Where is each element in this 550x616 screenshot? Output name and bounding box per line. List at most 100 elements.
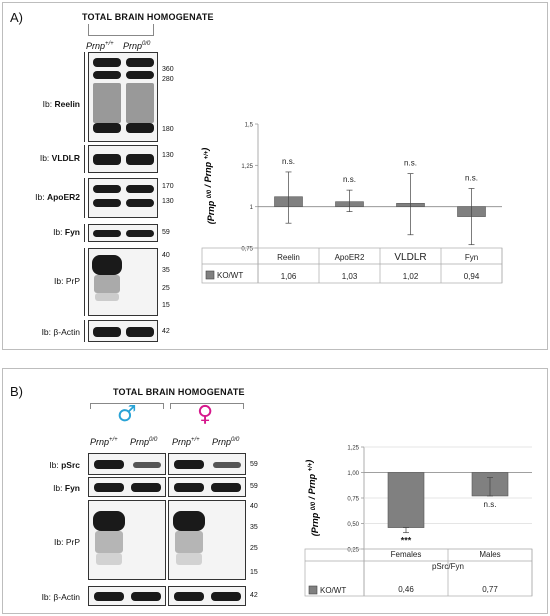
band xyxy=(131,592,161,601)
band xyxy=(95,293,119,301)
panel-a-genotype-ko: Prnp0/0 xyxy=(123,41,150,51)
mw-label: 15 xyxy=(162,302,170,309)
blot-label-fyn-b: Ib: Fyn xyxy=(53,483,80,493)
band xyxy=(211,592,241,601)
band xyxy=(93,199,121,207)
genotype-base: Prnp xyxy=(130,437,150,447)
blot-vldlr xyxy=(88,145,158,173)
blot-psrc-female xyxy=(168,453,246,475)
blot-divider xyxy=(84,320,85,342)
band xyxy=(126,58,154,67)
band xyxy=(126,71,154,79)
male-symbol-icon: ♂ xyxy=(117,402,137,427)
band xyxy=(211,483,241,492)
band xyxy=(94,592,124,601)
genotype-sup: +/+ xyxy=(109,437,118,443)
band xyxy=(93,123,121,133)
blot-label-strong: Fyn xyxy=(64,227,80,237)
panel-a-frame xyxy=(2,2,548,350)
blot-apoer2 xyxy=(88,178,158,218)
band xyxy=(126,185,154,193)
panel-a-letter: A) xyxy=(10,10,23,25)
panel-b-genotype-female-ko: Prnp0/0 xyxy=(212,437,239,447)
mw-label: 130 xyxy=(162,198,174,205)
mw-label: 59 xyxy=(250,483,258,490)
band xyxy=(176,553,202,565)
blot-label-prefix: Ib: PrP xyxy=(54,276,80,286)
mw-label: 15 xyxy=(250,569,258,576)
female-symbol-icon: ♀ xyxy=(197,402,214,427)
band xyxy=(93,327,121,337)
band xyxy=(95,531,123,553)
band xyxy=(93,230,121,237)
mw-label: 170 xyxy=(162,183,174,190)
blot-psrc-male xyxy=(88,453,166,475)
blot-label-prp-b: Ib: PrP xyxy=(54,537,80,547)
blot-label-psrc: Ib: pSrc xyxy=(49,460,80,470)
mw-label: 42 xyxy=(162,328,170,335)
blot-actin-female xyxy=(168,586,246,606)
mw-label: 59 xyxy=(162,229,170,236)
band xyxy=(93,71,121,79)
mw-label: 360 xyxy=(162,66,174,73)
blot-label-strong: pSrc xyxy=(61,460,80,470)
blot-label-vldlr: Ib: VLDLR xyxy=(40,153,80,163)
band xyxy=(94,483,124,492)
blot-actin xyxy=(88,320,158,342)
band xyxy=(174,483,204,492)
band xyxy=(93,511,125,531)
blot-divider xyxy=(84,178,85,218)
band xyxy=(213,462,241,468)
blot-label-reelin: Ib: Reelin xyxy=(43,99,80,109)
blot-prp xyxy=(88,248,158,316)
blot-reelin xyxy=(88,52,158,142)
genotype-base: Prnp xyxy=(90,437,110,447)
panel-b-title: TOTAL BRAIN HOMOGENATE xyxy=(113,387,245,397)
blot-divider xyxy=(84,248,85,316)
blot-label-prefix: Ib: PrP xyxy=(54,537,80,547)
mw-label: 59 xyxy=(250,461,258,468)
genotype-base: Prnp xyxy=(123,41,143,51)
mw-label: 25 xyxy=(250,545,258,552)
blot-label-strong: Reelin xyxy=(54,99,80,109)
genotype-sup: +/+ xyxy=(105,41,114,47)
mw-label: 280 xyxy=(162,76,174,83)
genotype-base: Prnp xyxy=(86,41,106,51)
genotype-base: Prnp xyxy=(172,437,192,447)
band xyxy=(93,185,121,193)
blot-label-prefix: Ib: xyxy=(53,227,65,237)
genotype-base: Prnp xyxy=(212,437,232,447)
blot-label-prefix: Ib: β-Actin xyxy=(41,592,80,602)
blot-label-prefix: Ib: xyxy=(49,460,62,470)
band xyxy=(126,230,154,237)
band xyxy=(133,462,161,468)
panel-b-frame xyxy=(2,368,548,614)
mw-label: 130 xyxy=(162,152,174,159)
mw-label: 35 xyxy=(250,524,258,531)
panel-b-genotype-female-wt: Prnp+/+ xyxy=(172,437,200,447)
blot-prp-female xyxy=(168,500,246,580)
genotype-sup: 0/0 xyxy=(149,437,158,443)
blot-label-actin: Ib: β-Actin xyxy=(42,327,80,337)
band xyxy=(173,511,205,531)
panel-b-genotype-male-wt: Prnp+/+ xyxy=(90,437,118,447)
blot-actin-male xyxy=(88,586,166,606)
mw-label: 42 xyxy=(250,592,258,599)
blot-fyn-female xyxy=(168,477,246,497)
blot-label-apoer2: Ib: ApoER2 xyxy=(35,192,80,202)
band xyxy=(93,154,121,165)
band xyxy=(126,327,154,337)
mw-label: 25 xyxy=(162,285,170,292)
blot-label-strong: Fyn xyxy=(64,483,80,493)
band xyxy=(94,275,120,293)
band xyxy=(92,255,122,275)
band xyxy=(126,83,154,123)
blot-divider xyxy=(84,145,85,173)
mw-label: 35 xyxy=(162,267,170,274)
blot-label-prefix: Ib: xyxy=(53,483,65,493)
blot-label-fyn: Ib: Fyn xyxy=(53,227,80,237)
genotype-sup: +/+ xyxy=(191,437,200,443)
blot-divider xyxy=(84,224,85,242)
genotype-sup: 0/0 xyxy=(142,41,151,47)
panel-b-genotype-male-ko: Prnp0/0 xyxy=(130,437,157,447)
